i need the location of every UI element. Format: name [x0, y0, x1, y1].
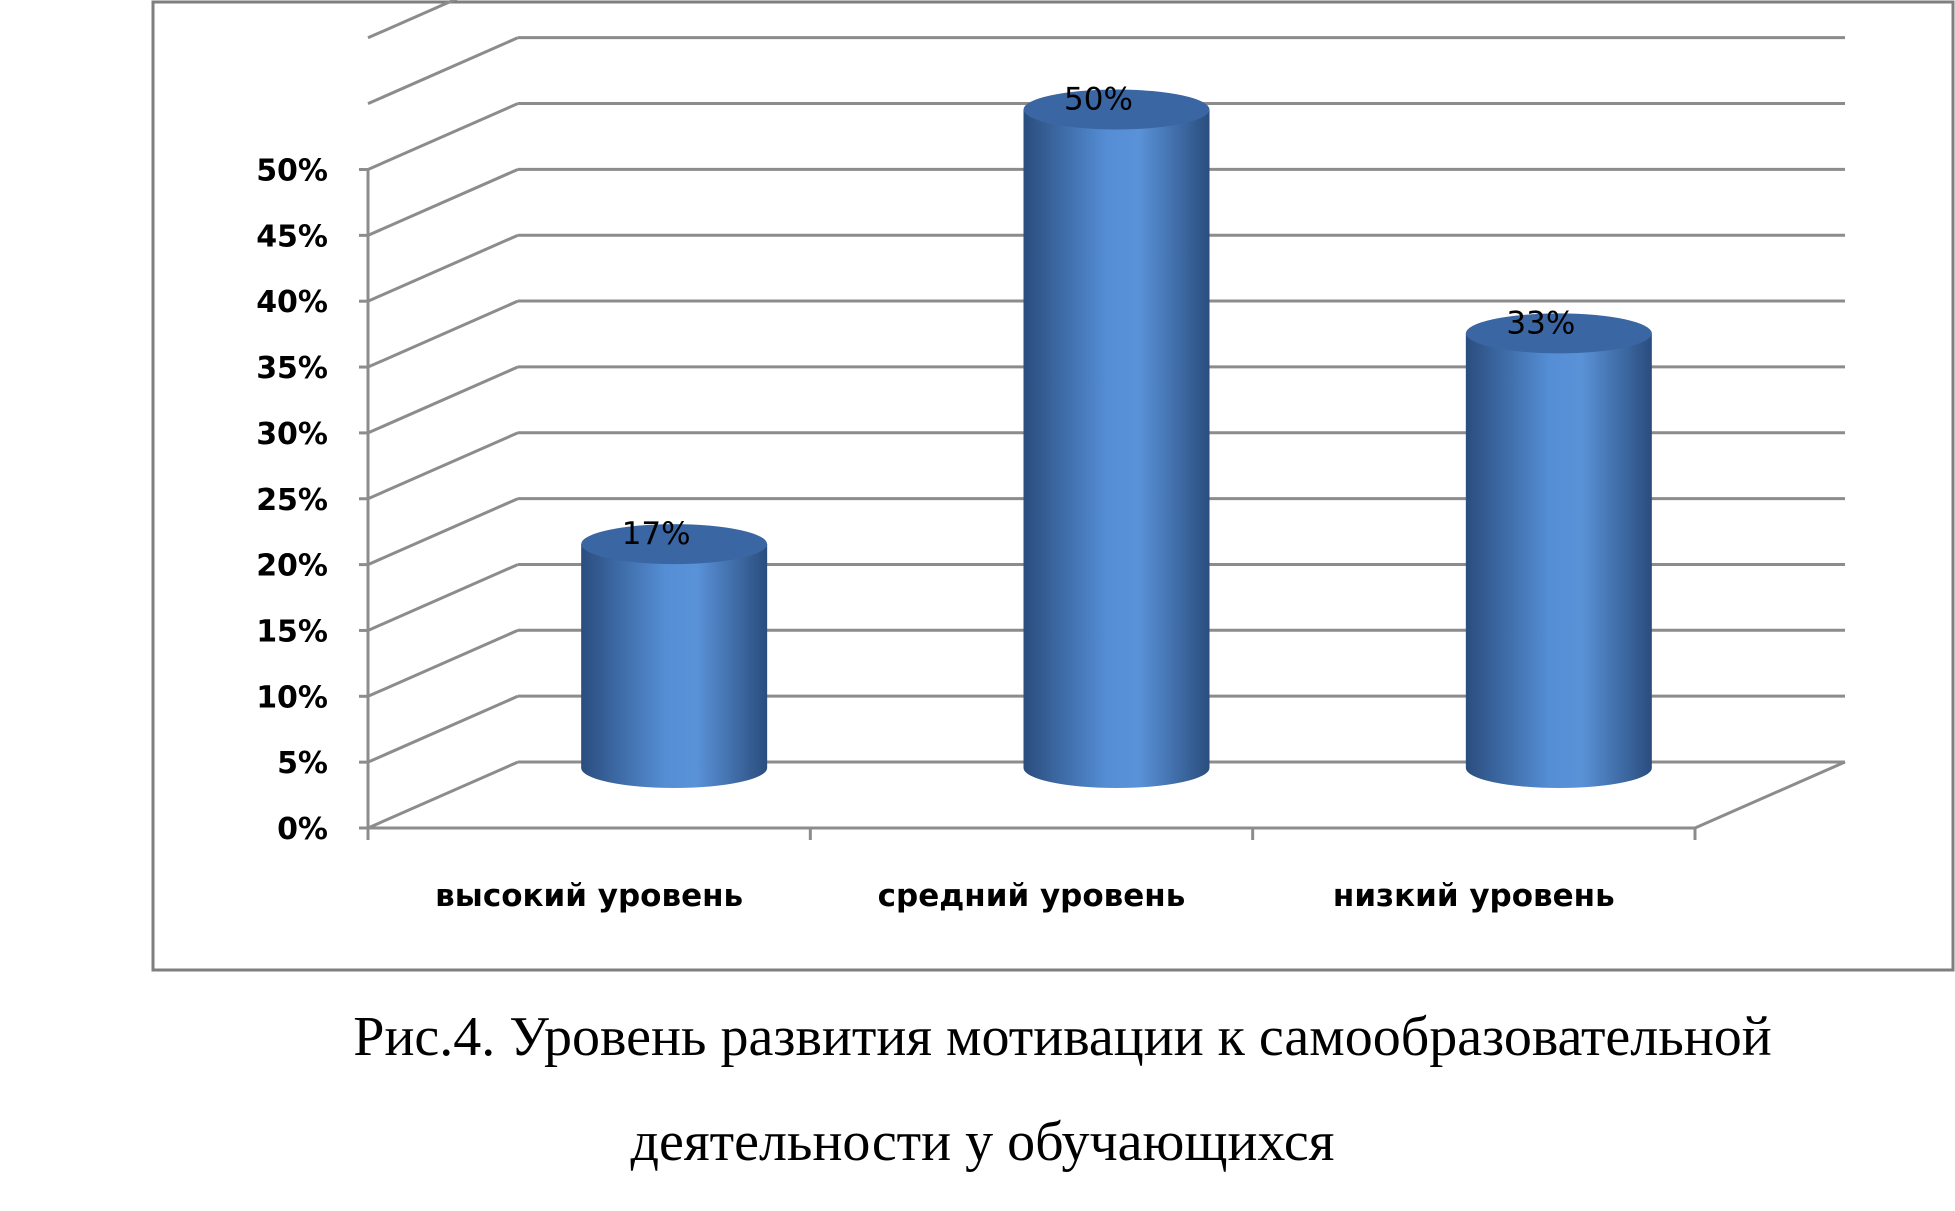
y-tick-label: 35% [256, 351, 328, 386]
y-tick-label: 30% [256, 417, 328, 452]
y-tick-label: 40% [256, 285, 328, 320]
data-label: 33% [1506, 305, 1575, 341]
bar-3 [1465, 313, 1652, 788]
side-gridline [367, 0, 458, 40]
side-gridline [367, 563, 519, 632]
category-label: низкий уровень [1333, 878, 1615, 914]
bar-body [1023, 109, 1210, 788]
category-label: средний уровень [878, 878, 1186, 914]
side-gridline [367, 760, 519, 830]
y-tick-label: 10% [256, 680, 328, 715]
bar-body [581, 544, 768, 788]
y-tick-label: 5% [277, 746, 328, 781]
side-gridline [367, 365, 519, 435]
labels: 0% 5% 10% 15% 20% 25% 30% 35% 40% 45% 50% 17% высоки… [256, 82, 1615, 915]
side-gridline [367, 694, 519, 764]
side-gridline [367, 299, 519, 369]
axes [359, 168, 1846, 840]
side-gridline [367, 167, 519, 237]
bar-top [1465, 313, 1652, 354]
y-tick-label: 15% [256, 614, 328, 649]
caption-line-2: деятельности у обучающихся [630, 1111, 1335, 1173]
side-gridline [367, 102, 519, 171]
bar-top [1023, 89, 1210, 130]
bars [581, 89, 1652, 788]
bar-2 [1023, 89, 1210, 788]
y-tick-label: 45% [256, 219, 328, 254]
category-label: высокий уровень [435, 878, 743, 914]
caption-line-1: Рис.4. Уровень развития мотивации к само… [353, 1006, 1772, 1068]
data-label: 50% [1064, 82, 1133, 118]
y-tick-label: 50% [256, 154, 328, 189]
side-gridline [367, 233, 519, 303]
side-gridline [367, 497, 519, 566]
floor-right-edge [1694, 760, 1846, 830]
side-gridline [367, 628, 519, 698]
bar-1 [581, 524, 768, 788]
data-label: 17% [622, 516, 691, 552]
side-gridline [367, 431, 519, 501]
y-tick-label: 0% [277, 812, 328, 847]
side-gridline [367, 36, 519, 106]
y-tick-label: 25% [256, 483, 328, 518]
bar-top [581, 524, 768, 565]
y-tick-label: 20% [256, 549, 328, 584]
bar-body [1465, 333, 1652, 788]
